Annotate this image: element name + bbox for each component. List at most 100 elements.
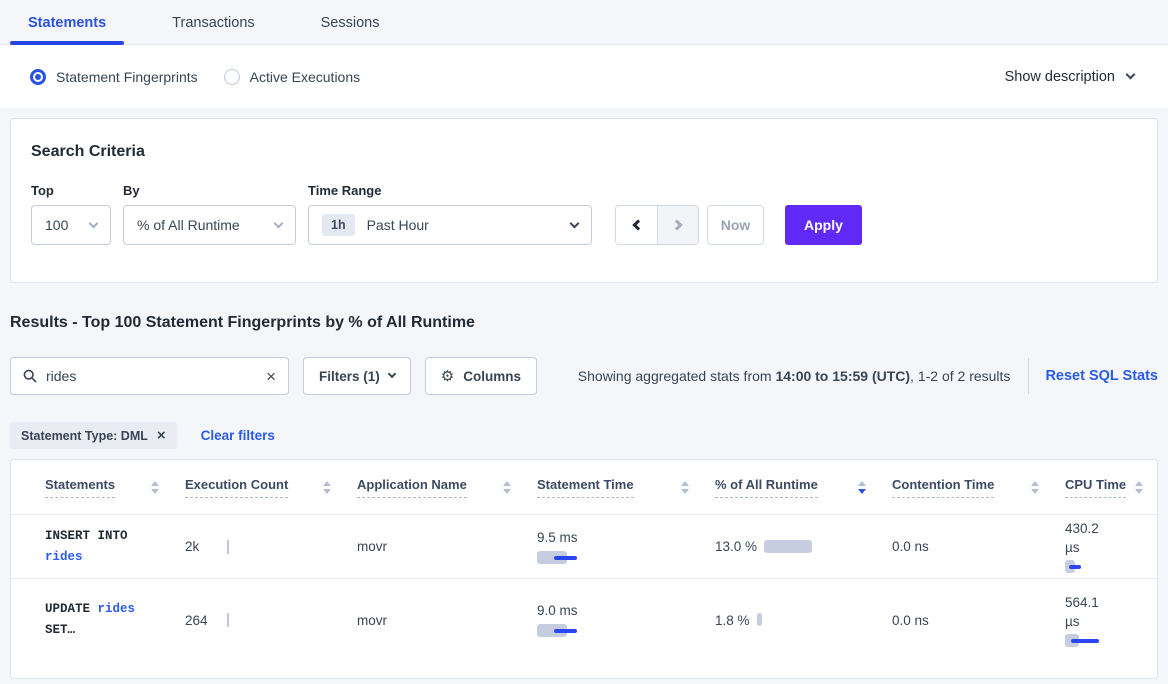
column-header-statement-time[interactable]: Statement Time <box>537 477 715 498</box>
time-range-select[interactable]: 1h Past Hour <box>308 205 592 245</box>
statement-text: UPDATE <box>45 602 98 616</box>
chevron-down-icon <box>387 369 397 379</box>
cpu-time-cell: 430.2 µs <box>1065 519 1157 574</box>
pct-runtime-cell: 1.8 % <box>715 612 892 629</box>
search-box[interactable]: × <box>10 357 289 395</box>
reset-sql-stats-link[interactable]: Reset SQL Stats <box>1045 368 1158 384</box>
cpu-time-cell: 564.1 µs <box>1065 593 1157 648</box>
time-range-badge: 1h <box>322 214 355 236</box>
radio-statement-fingerprints[interactable]: Statement Fingerprints <box>30 68 198 85</box>
sort-icon[interactable] <box>323 480 331 494</box>
statement-time-value: 9.5 ms <box>537 529 578 545</box>
statement-fingerprint-link[interactable]: rides <box>45 549 83 564</box>
radio-active-executions[interactable]: Active Executions <box>223 68 360 85</box>
contention-time-cell: 0.0 ns <box>892 539 929 554</box>
execution-count-value: 2k <box>185 539 200 554</box>
cpu-time-value: 564.1 µs <box>1065 594 1099 629</box>
column-label[interactable]: Contention Time <box>892 477 995 498</box>
by-select[interactable]: % of All Runtime <box>123 205 296 245</box>
statement-time-cell: 9.5 ms <box>537 529 715 565</box>
column-header-execution-count[interactable]: Execution Count <box>185 477 357 498</box>
application-name-cell: movr <box>357 539 387 554</box>
by-select-value: % of All Runtime <box>137 217 240 233</box>
column-header-contention-time[interactable]: Contention Time <box>892 477 1065 498</box>
column-header-cpu-time[interactable]: CPU Time <box>1065 477 1157 498</box>
prev-time-range-button[interactable] <box>616 206 657 244</box>
filters-button-label: Filters (1) <box>319 368 380 384</box>
sort-icon[interactable] <box>1135 480 1143 494</box>
filters-button[interactable]: Filters (1) <box>303 357 411 395</box>
sort-icon[interactable] <box>151 480 159 494</box>
next-time-range-button[interactable] <box>657 206 698 244</box>
tab-sessions[interactable]: Sessions <box>319 3 382 44</box>
column-label[interactable]: % of All Runtime <box>715 477 818 498</box>
stats-time-range: 14:00 to 15:59 (UTC) <box>775 368 911 384</box>
execution-count-bar <box>227 539 229 554</box>
execution-count-cell: 264 <box>185 613 357 628</box>
divider <box>1028 358 1030 394</box>
tab-statements-label: Statements <box>28 15 107 31</box>
remove-filter-icon[interactable]: × <box>156 427 166 444</box>
column-header-pct-of-all-runtime[interactable]: % of All Runtime <box>715 477 892 498</box>
results-heading: Results - Top 100 Statement Fingerprints… <box>10 314 475 331</box>
time-range-label: Time Range <box>308 183 382 198</box>
gear-icon: ⚙ <box>440 368 455 385</box>
pct-runtime-cell: 13.0 % <box>715 538 892 555</box>
filter-chips-row: Statement Type: DML × Clear filters <box>10 422 1158 449</box>
statement-time-bar <box>537 624 577 638</box>
column-header-application-name[interactable]: Application Name <box>357 477 537 498</box>
radio-unselected-icon <box>223 68 240 85</box>
top-label: Top <box>31 183 54 198</box>
show-description-toggle[interactable]: Show description <box>1004 68 1136 85</box>
statement-time-value: 9.0 ms <box>537 603 578 618</box>
statement-text: SET… <box>45 623 76 637</box>
column-label[interactable]: Application Name <box>357 477 467 498</box>
search-criteria-title: Search Criteria <box>31 143 145 160</box>
tab-transactions[interactable]: Transactions <box>170 3 256 44</box>
sort-icon[interactable] <box>681 480 689 494</box>
pct-runtime-value: 1.8 % <box>715 612 750 628</box>
chevron-down-icon <box>1125 69 1136 80</box>
column-label[interactable]: Execution Count <box>185 477 289 498</box>
statement-time-cell: 9.0 ms <box>537 602 715 638</box>
aggregated-stats-text: Showing aggregated stats from 14:00 to 1… <box>578 368 1011 384</box>
execution-count-cell: 2k <box>185 539 357 554</box>
column-label[interactable]: CPU Time <box>1065 477 1127 498</box>
now-button[interactable]: Now <box>707 205 764 245</box>
execution-count-value: 264 <box>185 612 208 628</box>
top-select[interactable]: 100 <box>31 205 111 245</box>
columns-button[interactable]: ⚙ Columns <box>424 357 537 395</box>
columns-button-label: Columns <box>463 368 521 384</box>
statement-time-bar <box>537 550 577 565</box>
search-input[interactable] <box>46 368 267 384</box>
sort-icon[interactable] <box>1031 480 1039 494</box>
by-label: By <box>123 183 140 198</box>
statement-fingerprint-link[interactable]: rides <box>97 602 136 616</box>
chevron-left-icon <box>632 219 644 231</box>
top-tab-bar: Statements Transactions Sessions <box>0 0 1168 45</box>
column-header-statements[interactable]: Statements <box>45 477 185 498</box>
clear-search-icon[interactable]: × <box>266 366 276 386</box>
pct-runtime-bar <box>764 539 813 554</box>
filter-chip-statement-type: Statement Type: DML × <box>10 422 177 449</box>
column-label[interactable]: Statements <box>45 477 116 498</box>
application-name-cell: movr <box>357 612 387 628</box>
view-toggle-panel: Statement Fingerprints Active Executions… <box>0 45 1168 108</box>
time-range-field: Time Range 1h Past Hour <box>308 183 592 245</box>
table-header-row: Statements Execution Count Application N… <box>11 460 1157 514</box>
table-row: INSERT INTO rides 2k movr 9.5 ms 13.0 % … <box>11 514 1157 578</box>
sort-icon[interactable] <box>503 480 511 494</box>
show-description-label: Show description <box>1004 68 1115 85</box>
statement-cell: UPDATE rides SET… <box>45 599 185 641</box>
apply-button[interactable]: Apply <box>785 205 862 245</box>
search-criteria-controls: Top 100 By % of All Runtime Time Range 1… <box>31 183 1137 245</box>
cpu-time-bar <box>1065 633 1099 648</box>
clear-filters-link[interactable]: Clear filters <box>200 428 275 443</box>
column-label[interactable]: Statement Time <box>537 477 634 498</box>
chevron-down-icon <box>273 218 284 228</box>
tab-statements[interactable]: Statements <box>9 3 125 45</box>
pct-runtime-value: 13.0 % <box>715 539 758 554</box>
radio-statement-fingerprints-label: Statement Fingerprints <box>56 68 198 85</box>
chevron-right-icon <box>670 219 683 231</box>
sort-icon-active-desc[interactable] <box>858 480 866 494</box>
